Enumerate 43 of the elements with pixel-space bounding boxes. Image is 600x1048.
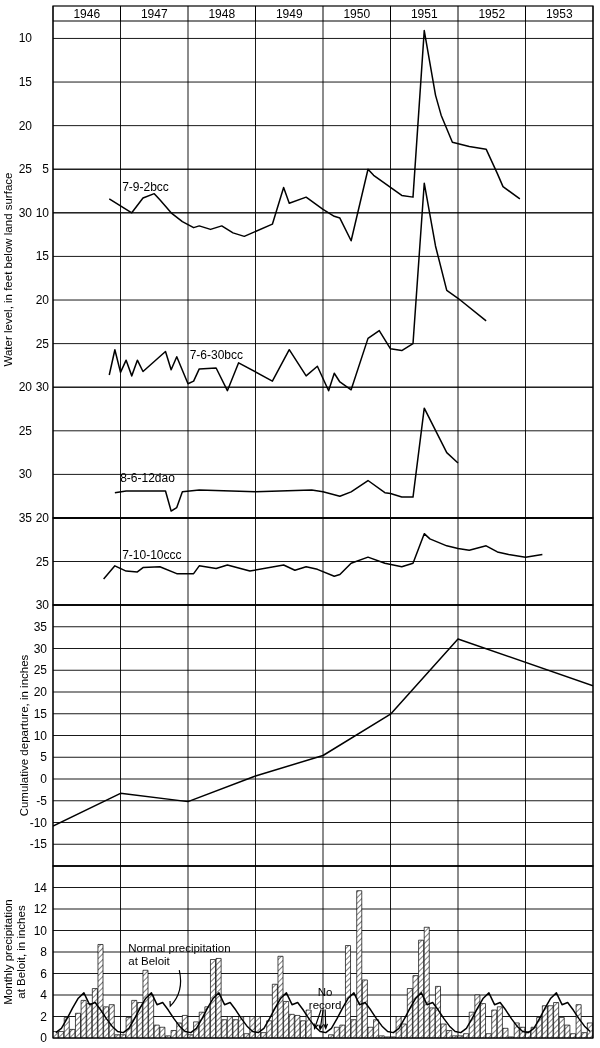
series-label: 7-9-2bcc bbox=[122, 180, 169, 195]
y-tick-label: 10 bbox=[18, 31, 33, 46]
y-tick-label: 15 bbox=[18, 75, 33, 90]
annotation: Normal precipitation at Beloit bbox=[128, 942, 231, 968]
y-tick-label: 12 bbox=[33, 902, 48, 916]
y-tick-label: 20 bbox=[18, 118, 33, 133]
x-tick-label: 1949 bbox=[275, 7, 303, 21]
y-tick-label: 10 bbox=[33, 923, 48, 938]
y-axis-title: Cumulative departure, in inches bbox=[18, 654, 30, 817]
x-tick-label: 1946 bbox=[73, 7, 101, 21]
x-tick-label: 1951 bbox=[410, 7, 438, 21]
y-tick-label: 6 bbox=[40, 966, 48, 981]
y-tick-label: -15 bbox=[29, 837, 48, 852]
x-tick-label: 1950 bbox=[343, 7, 371, 21]
y-tick-label: 25 bbox=[33, 663, 48, 678]
y-tick-label: 30 bbox=[33, 641, 48, 656]
y-tick-label: 30 bbox=[35, 598, 50, 612]
y-tick-label: 2 bbox=[40, 1009, 48, 1024]
y-tick-label: -10 bbox=[29, 815, 48, 830]
y-tick-label: 0 bbox=[40, 772, 48, 786]
y-tick-label: 5 bbox=[40, 750, 48, 765]
y-tick-label: 14 bbox=[33, 880, 48, 895]
series-label: 7-6-30bcc bbox=[189, 348, 243, 363]
y-tick-label: 0 bbox=[40, 1031, 48, 1045]
y-tick-label: 15 bbox=[33, 706, 48, 721]
y-tick-label: 35 bbox=[33, 619, 48, 634]
x-tick-label: 1953 bbox=[545, 7, 573, 21]
x-tick-label: 1952 bbox=[478, 7, 506, 21]
x-tick-label: 1948 bbox=[208, 7, 236, 21]
y-tick-label: 25 bbox=[18, 162, 33, 177]
annotation: No record bbox=[308, 985, 342, 1011]
y-tick-label: 20 bbox=[33, 685, 48, 699]
x-tick-label: 1947 bbox=[140, 7, 168, 21]
y-tick-label: 30 bbox=[18, 205, 33, 220]
y-tick-label: -5 bbox=[36, 793, 48, 808]
y-tick-label: 20 bbox=[35, 511, 50, 525]
series-label: 7-10-10ccc bbox=[122, 548, 182, 563]
y-tick-label: 25 bbox=[35, 554, 50, 569]
y-tick-label: 10 bbox=[33, 728, 48, 743]
y-tick-label: 8 bbox=[40, 945, 48, 959]
y-axis-title: Water level, in feet below land surface bbox=[2, 172, 14, 367]
y-axis-title: Monthly precipitation at Beloit, in inches bbox=[2, 899, 27, 1005]
y-tick-label: 4 bbox=[40, 988, 48, 1002]
